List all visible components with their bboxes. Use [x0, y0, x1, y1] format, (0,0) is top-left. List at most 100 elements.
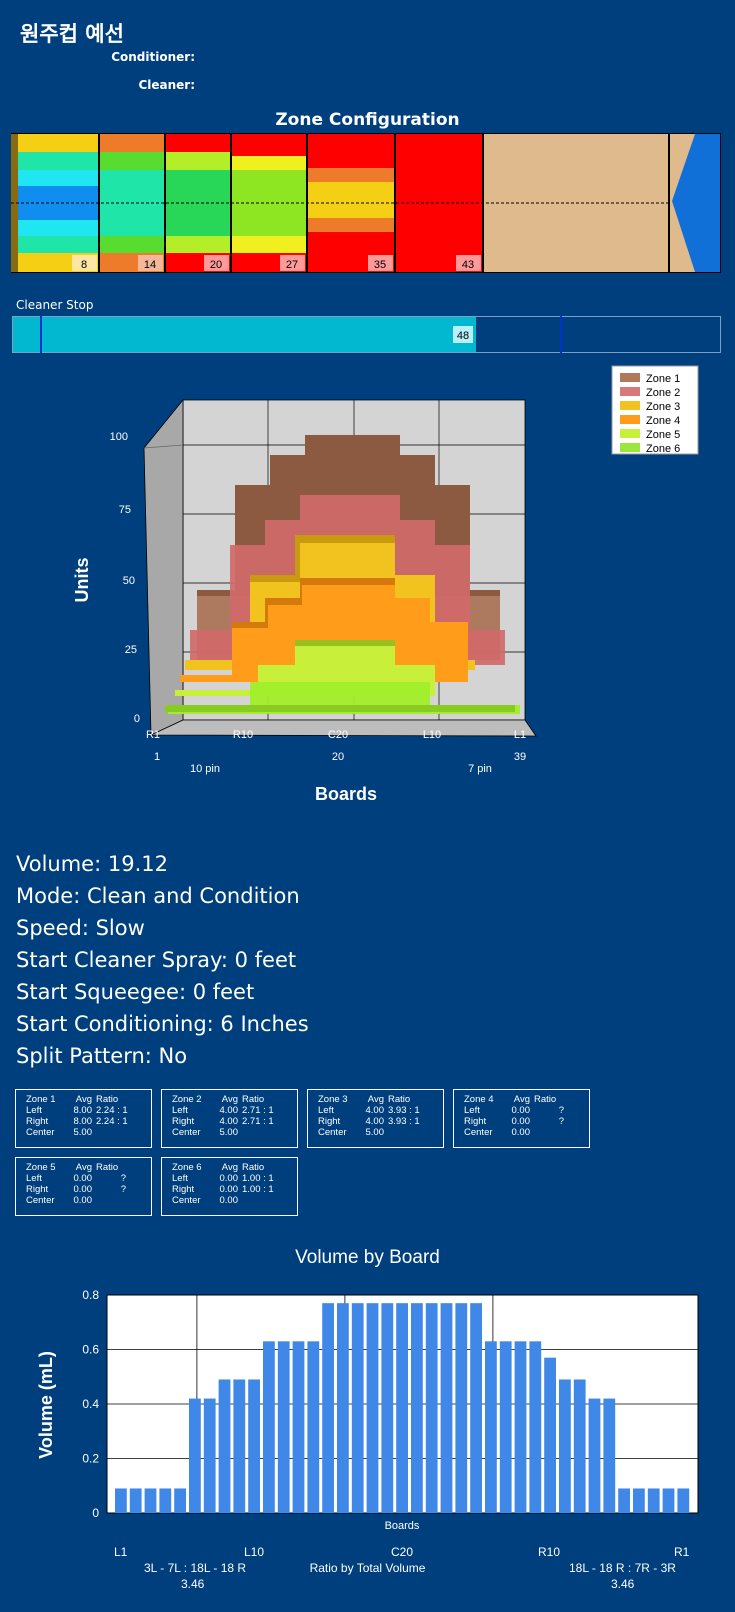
volume-bar	[337, 1303, 349, 1513]
left-ratio-value: 3.46	[181, 1577, 205, 1591]
zone-marker-6: 43	[462, 259, 474, 271]
center-avg: 0.00	[73, 1195, 93, 1206]
pattern-parameters: Volume: 19.12 Mode: Clean and Condition …	[16, 848, 309, 1072]
zone-marker-2: 14	[144, 259, 156, 271]
volume-bar	[218, 1379, 231, 1513]
zone-column-1	[11, 134, 98, 272]
avg-header: Avg	[221, 1162, 238, 1173]
center-label: Center	[464, 1127, 493, 1138]
x-tick-r1: R1	[146, 729, 160, 741]
volume-bar	[485, 1341, 497, 1513]
volume-bar	[440, 1303, 453, 1513]
volume-bar	[559, 1379, 571, 1513]
ratio-center-label: Ratio by Total Volume	[309, 1561, 426, 1575]
right-ratio: ?	[120, 1184, 126, 1195]
center-avg: 5.00	[219, 1127, 239, 1138]
left-avg: 0.00	[219, 1173, 239, 1184]
volume-bar	[292, 1341, 305, 1513]
right-ratio: ?	[558, 1116, 564, 1127]
y-tick-label: 0.8	[82, 1288, 99, 1302]
param-mode: Mode: Clean and Condition	[16, 884, 300, 908]
x-tick-r10: R10	[233, 729, 253, 741]
zone4-band	[180, 578, 468, 682]
zone-name: Zone 1	[26, 1094, 56, 1105]
volume-bar	[248, 1379, 260, 1513]
right-label: Right	[318, 1116, 341, 1127]
left-ratio: 2.24 : 1	[96, 1105, 128, 1116]
ratio-header: Ratio	[534, 1094, 557, 1105]
volume-bar	[425, 1303, 438, 1513]
right-ratio-label: 18L - 18 R : 7R - 3R	[569, 1561, 676, 1575]
zone-name: Zone 6	[172, 1162, 202, 1173]
center-avg: 0.00	[219, 1195, 239, 1206]
right-label: Right	[26, 1116, 49, 1127]
y-tick-label: 0.6	[82, 1343, 99, 1357]
cleaner-stop-label: Cleaner Stop	[16, 298, 94, 312]
volume-y-axis-title: Volume (mL)	[36, 1351, 56, 1459]
zone-name: Zone 4	[464, 1094, 494, 1105]
ratio-header: Ratio	[242, 1162, 265, 1173]
volume-bar	[662, 1488, 675, 1513]
volume-bar	[647, 1488, 660, 1513]
y-tick-25: 25	[125, 644, 137, 656]
param-start-squeegee: Start Squeegee: 0 feet	[16, 980, 255, 1004]
zone-marker-4: 27	[286, 259, 298, 271]
x-tick-l1: L1	[514, 729, 526, 741]
volume-bar	[529, 1341, 542, 1513]
avg-header: Avg	[367, 1094, 384, 1105]
right-avg: 8.00	[73, 1116, 93, 1127]
y-tick-label: 0.4	[82, 1397, 99, 1411]
legend-zone-3: Zone 3	[646, 401, 680, 413]
zone-configuration-title: Zone Configuration	[275, 110, 460, 130]
volume-x-axis-title: Boards	[385, 1520, 420, 1530]
legend-zone-5: Zone 5	[646, 429, 680, 441]
ratio-header: Ratio	[96, 1094, 119, 1105]
zone-name: Zone 2	[172, 1094, 202, 1105]
volume-bar	[351, 1303, 364, 1513]
legend-zone-6: Zone 6	[646, 443, 680, 455]
x-sub-tick-20: 20	[332, 751, 344, 763]
right-label: Right	[172, 1116, 195, 1127]
volume-chart-title: Volume by Board	[295, 1247, 440, 1268]
left-avg: 8.00	[73, 1105, 93, 1116]
left-ratio: ?	[558, 1105, 564, 1116]
y-tick-0: 0	[134, 713, 140, 725]
volume-bar	[633, 1488, 645, 1513]
zone-stat-box: Zone 1 Avg Ratio Left 8.00 2.24 : 1 Right 8.00 2…	[15, 1089, 152, 1148]
right-ratio: 2.24 : 1	[96, 1116, 128, 1127]
volume-bar	[677, 1488, 690, 1513]
pin-label-7: 7 pin	[468, 763, 492, 775]
left-avg: 4.00	[365, 1105, 385, 1116]
avg-header: Avg	[221, 1094, 238, 1105]
right-avg: 4.00	[365, 1116, 385, 1127]
volume-bar	[455, 1303, 468, 1513]
x-tick-label-r1: R1	[674, 1545, 690, 1559]
volume-bar	[411, 1303, 423, 1513]
x-sub-tick-1: 1	[154, 751, 160, 763]
volume-by-board-chart: 0 0.2 0.4 0.6 0.8 Volume (mL) Boards	[36, 1288, 699, 1530]
volume-bar	[263, 1341, 275, 1513]
left-avg: 0.00	[73, 1173, 93, 1184]
x-tick-label-l10: L10	[244, 1545, 265, 1559]
left-ratio: 2.71 : 1	[242, 1105, 274, 1116]
left-label: Left	[172, 1173, 188, 1184]
x-tick-label-l1: L1	[114, 1545, 128, 1559]
volume-bar	[514, 1341, 527, 1513]
right-ratio: 3.93 : 1	[388, 1116, 420, 1127]
zone-configuration-lane: 8 14 20 27 35 43	[11, 133, 721, 273]
center-label: Center	[26, 1127, 55, 1138]
x-sub-tick-39: 39	[514, 751, 526, 763]
volume-bar	[277, 1341, 290, 1513]
legend-zone-4: Zone 4	[646, 415, 680, 427]
volume-bar	[588, 1398, 601, 1513]
volume-bar	[174, 1488, 186, 1513]
volume-bar	[603, 1398, 616, 1513]
zone-stat-box: Zone 6 Avg Ratio Left 0.00 1.00 : 1 Right 0.00 1…	[161, 1157, 298, 1216]
center-avg: 5.00	[365, 1127, 385, 1138]
y-tick-label: 0.2	[82, 1452, 99, 1466]
y-tick-100: 100	[110, 431, 128, 443]
right-ratio: 2.71 : 1	[242, 1116, 274, 1127]
param-start-cleaner-spray: Start Cleaner Spray: 0 feet	[16, 948, 297, 972]
right-ratio: 1.00 : 1	[242, 1184, 274, 1195]
legend-zone-2: Zone 2	[646, 387, 680, 399]
